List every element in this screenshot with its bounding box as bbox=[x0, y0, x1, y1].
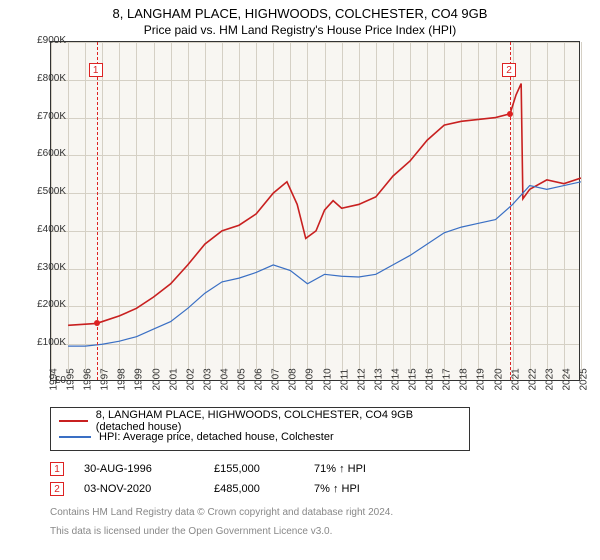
chart-subtitle: Price paid vs. HM Land Registry's House … bbox=[0, 21, 600, 41]
marker-dot-1 bbox=[94, 320, 100, 326]
x-axis-label: 1998 bbox=[117, 368, 128, 390]
legend-swatch bbox=[59, 420, 88, 422]
marker-label-1: 1 bbox=[89, 63, 103, 77]
x-axis-label: 2009 bbox=[305, 368, 316, 390]
x-axis-label: 2024 bbox=[561, 368, 572, 390]
x-axis-label: 1995 bbox=[66, 368, 77, 390]
legend-label: HPI: Average price, detached house, Colc… bbox=[99, 431, 334, 443]
x-axis-label: 2001 bbox=[168, 368, 179, 390]
chart-title: 8, LANGHAM PLACE, HIGHWOODS, COLCHESTER,… bbox=[0, 0, 600, 21]
x-axis-label: 2011 bbox=[339, 369, 350, 391]
marker-line-1 bbox=[97, 42, 98, 380]
transaction-delta: 7% ↑ HPI bbox=[314, 483, 414, 495]
footer-line-1: Contains HM Land Registry data © Crown c… bbox=[50, 507, 600, 518]
x-axis-label: 2022 bbox=[527, 368, 538, 390]
plot bbox=[50, 41, 580, 381]
x-axis-label: 2004 bbox=[219, 368, 230, 390]
transaction-row: 1 30-AUG-1996£155,00071% ↑ HPI bbox=[50, 459, 600, 479]
transaction-marker: 1 bbox=[50, 462, 64, 476]
x-axis-label: 2013 bbox=[373, 368, 384, 390]
y-axis-label: £300K bbox=[37, 262, 66, 273]
x-axis-label: 2010 bbox=[322, 368, 333, 390]
y-axis-label: £700K bbox=[37, 111, 66, 122]
x-axis-label: 2016 bbox=[425, 368, 436, 390]
x-axis-label: 2023 bbox=[544, 368, 555, 390]
x-axis-label: 2003 bbox=[202, 368, 213, 390]
y-axis-label: £100K bbox=[37, 337, 66, 348]
marker-dot-2 bbox=[507, 111, 513, 117]
transaction-price: £155,000 bbox=[214, 463, 314, 475]
x-axis-label: 2008 bbox=[288, 368, 299, 390]
y-axis-label: £500K bbox=[37, 186, 66, 197]
y-axis-label: £400K bbox=[37, 224, 66, 235]
y-axis-label: £600K bbox=[37, 148, 66, 159]
legend-swatch bbox=[59, 436, 91, 438]
x-axis-label: 2007 bbox=[271, 368, 282, 390]
x-axis-label: 1994 bbox=[49, 368, 60, 390]
x-axis-label: 2015 bbox=[408, 368, 419, 390]
transaction-date: 30-AUG-1996 bbox=[84, 463, 214, 475]
x-axis-label: 2012 bbox=[356, 368, 367, 390]
y-axis-label: £200K bbox=[37, 299, 66, 310]
transaction-marker: 2 bbox=[50, 482, 64, 496]
x-axis-label: 2021 bbox=[510, 368, 521, 390]
series-hpi bbox=[68, 182, 581, 346]
x-axis-label: 1999 bbox=[134, 368, 145, 390]
transaction-date: 03-NOV-2020 bbox=[84, 483, 214, 495]
x-axis-label: 2025 bbox=[579, 368, 590, 390]
marker-label-2: 2 bbox=[502, 63, 516, 77]
legend-row: 8, LANGHAM PLACE, HIGHWOODS, COLCHESTER,… bbox=[59, 413, 461, 429]
footer-line-2: This data is licensed under the Open Gov… bbox=[50, 526, 600, 537]
x-axis-label: 1996 bbox=[83, 368, 94, 390]
x-axis-label: 2019 bbox=[476, 368, 487, 390]
transaction-price: £485,000 bbox=[214, 483, 314, 495]
legend-label: 8, LANGHAM PLACE, HIGHWOODS, COLCHESTER,… bbox=[96, 409, 461, 433]
x-axis-label: 1997 bbox=[100, 368, 111, 390]
legend: 8, LANGHAM PLACE, HIGHWOODS, COLCHESTER,… bbox=[50, 407, 470, 451]
x-axis-label: 2000 bbox=[151, 368, 162, 390]
x-axis-label: 2006 bbox=[254, 368, 265, 390]
transaction-delta: 71% ↑ HPI bbox=[314, 463, 414, 475]
transaction-row: 2 03-NOV-2020£485,0007% ↑ HPI bbox=[50, 479, 600, 499]
x-axis-label: 2017 bbox=[442, 368, 453, 390]
x-axis-label: 2014 bbox=[390, 368, 401, 390]
x-axis-label: 2005 bbox=[237, 368, 248, 390]
x-axis-label: 2020 bbox=[493, 368, 504, 390]
marker-line-2 bbox=[510, 42, 511, 380]
y-axis-label: £800K bbox=[37, 73, 66, 84]
y-axis-label: £900K bbox=[37, 35, 66, 46]
transaction-table: 1 30-AUG-1996£155,00071% ↑ HPI 2 03-NOV-202… bbox=[50, 459, 600, 499]
x-axis-label: 2002 bbox=[185, 368, 196, 390]
series-property bbox=[68, 84, 581, 326]
chart-area: £0£100K£200K£300K£400K£500K£600K£700K£80… bbox=[40, 41, 600, 401]
x-axis-label: 2018 bbox=[459, 368, 470, 390]
